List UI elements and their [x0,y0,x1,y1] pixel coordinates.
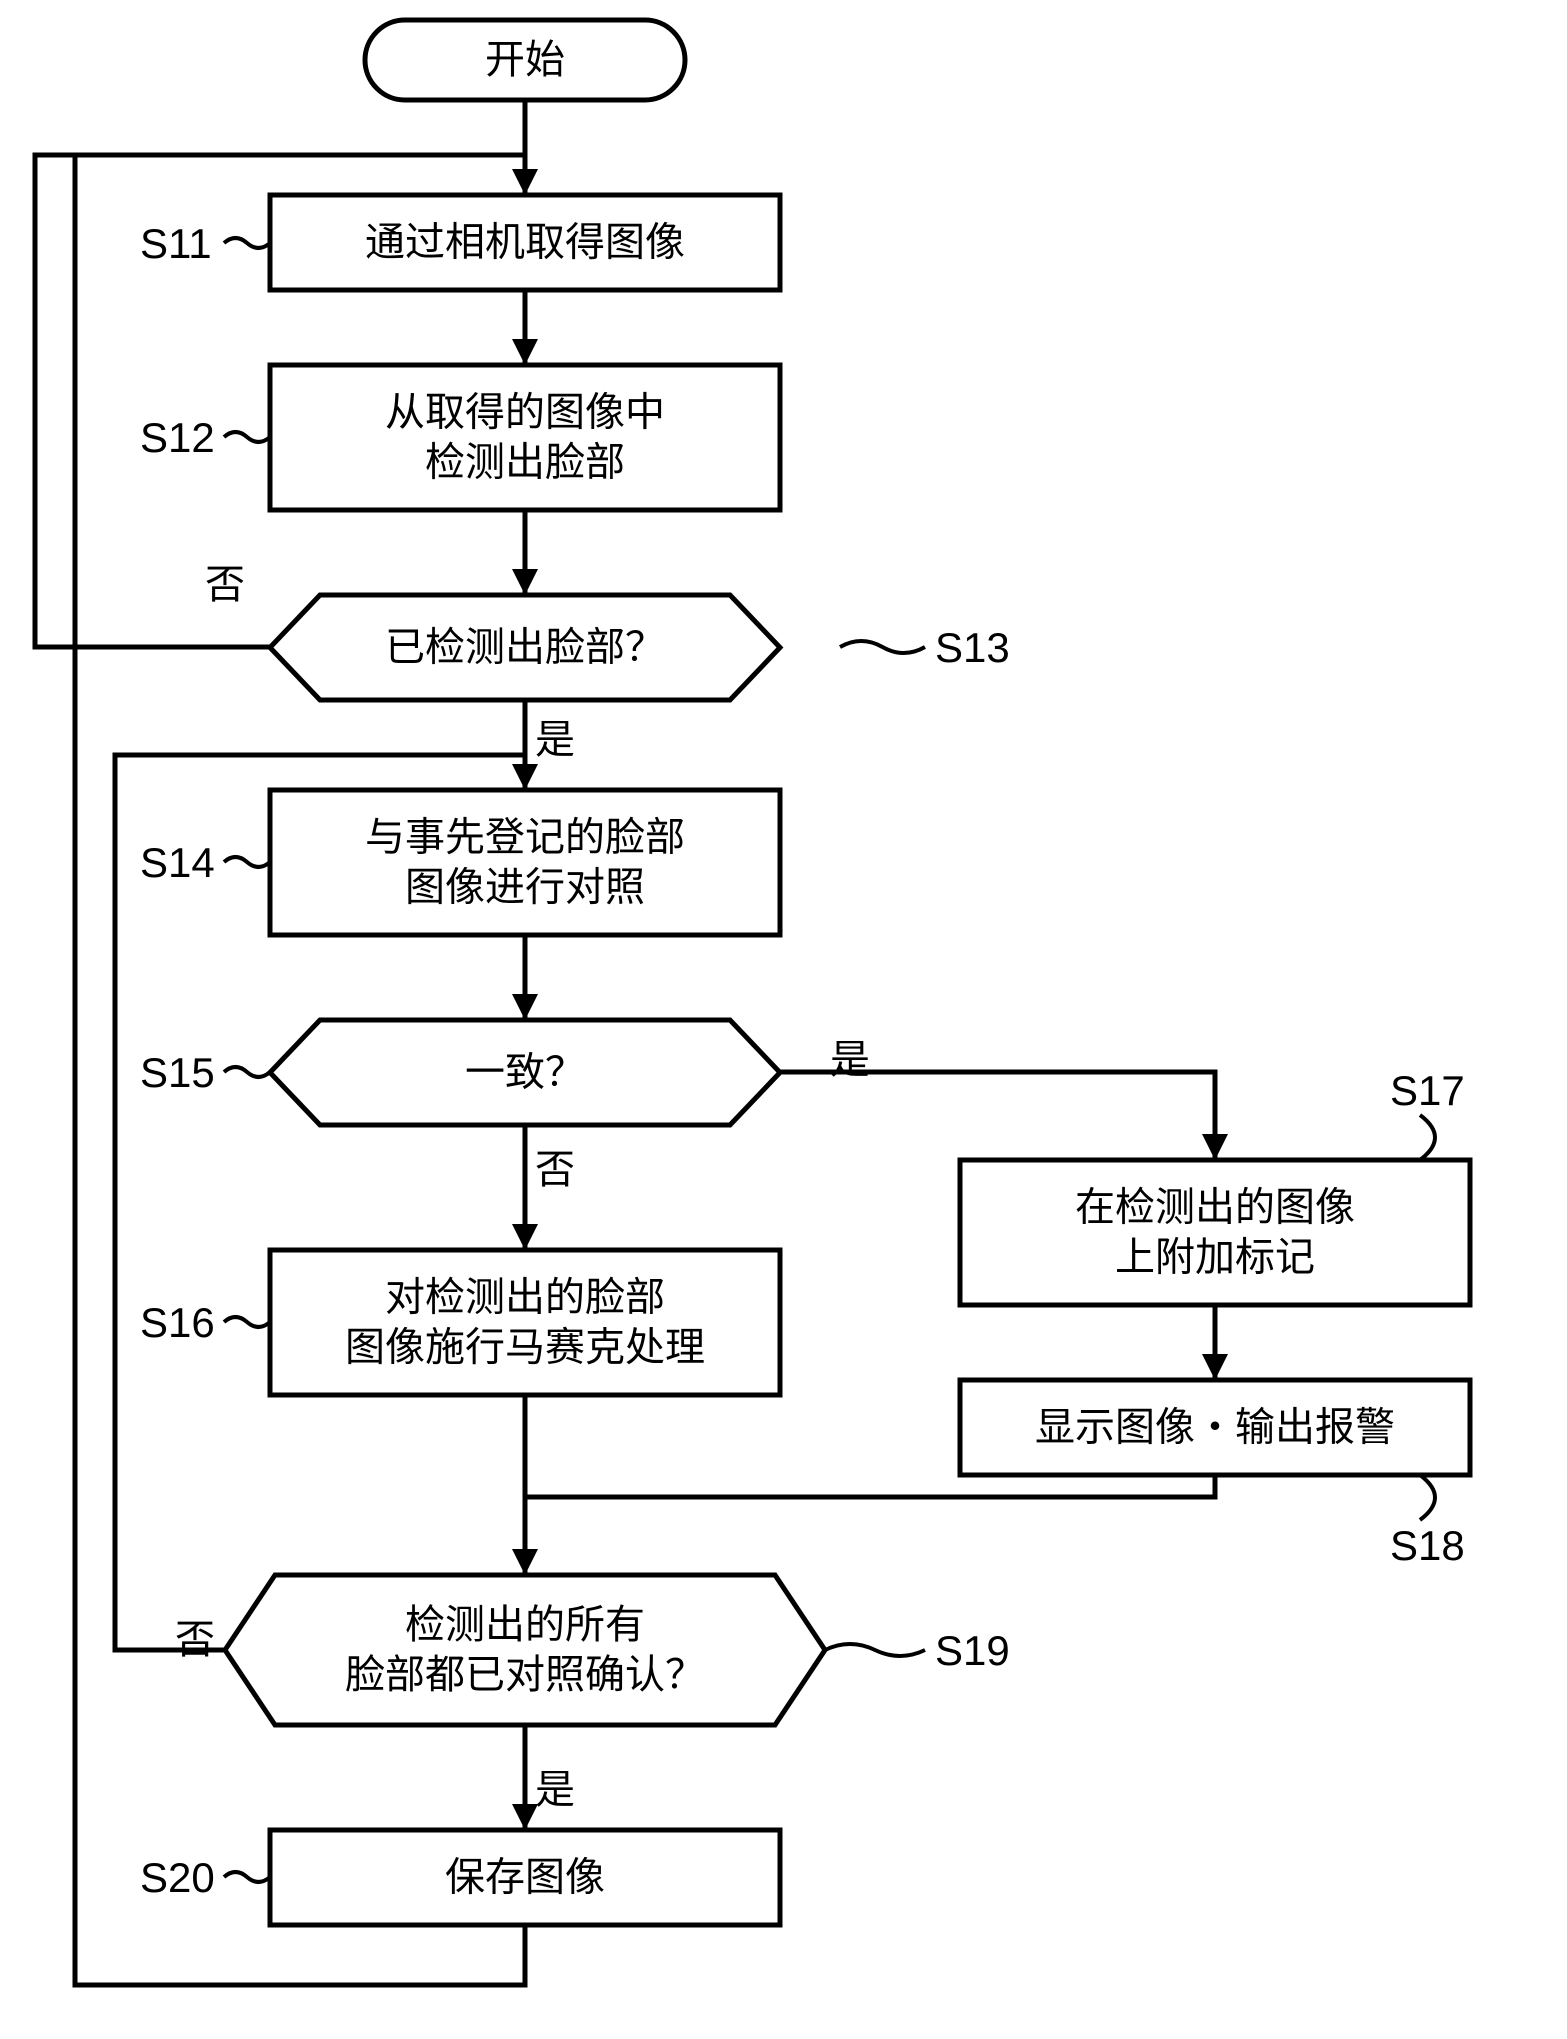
step-label: S18 [1390,1522,1465,1569]
svg-text:在检测出的图像: 在检测出的图像 [1075,1186,1355,1230]
step-label: S17 [1390,1067,1465,1114]
svg-text:与事先登记的脸部: 与事先登记的脸部 [365,816,685,860]
edge-label: 否 [535,1148,575,1192]
edge-label: 是 [830,1038,870,1082]
edge-label: 是 [535,718,575,762]
svg-text:已检测出脸部？: 已检测出脸部？ [385,626,665,670]
step-label: S11 [140,220,212,267]
svg-text:图像施行马赛克处理: 图像施行马赛克处理 [345,1326,705,1370]
svg-text:图像进行对照: 图像进行对照 [405,866,645,910]
svg-text:保存图像: 保存图像 [445,1856,605,1900]
svg-text:通过相机取得图像: 通过相机取得图像 [365,221,685,265]
edge-label: 是 [535,1768,575,1812]
edge-label: 否 [175,1618,215,1662]
edge-label: 否 [205,563,245,607]
svg-text:检测出的所有: 检测出的所有 [405,1603,645,1647]
flow-edge [780,1072,1215,1160]
step-label: S19 [935,1627,1010,1674]
svg-text:上附加标记: 上附加标记 [1115,1236,1315,1280]
s19-node [225,1575,825,1725]
svg-text:开始: 开始 [485,38,565,82]
svg-text:检测出脸部: 检测出脸部 [425,441,625,485]
svg-text:显示图像・输出报警: 显示图像・输出报警 [1035,1406,1395,1450]
flow-edge [525,1475,1215,1497]
s17-node [960,1160,1470,1305]
step-label: S12 [140,414,215,461]
step-label: S13 [935,624,1010,671]
svg-text:对检测出的脸部: 对检测出的脸部 [385,1276,665,1320]
s14-node [270,790,780,935]
svg-text:脸部都已对照确认？: 脸部都已对照确认？ [345,1653,705,1697]
s16-node [270,1250,780,1395]
step-label: S20 [140,1854,215,1901]
step-label: S15 [140,1049,215,1096]
step-label: S14 [140,839,215,886]
svg-text:从取得的图像中: 从取得的图像中 [385,391,665,435]
s12-node [270,365,780,510]
step-label: S16 [140,1299,215,1346]
svg-text:一致？: 一致？ [465,1051,585,1095]
